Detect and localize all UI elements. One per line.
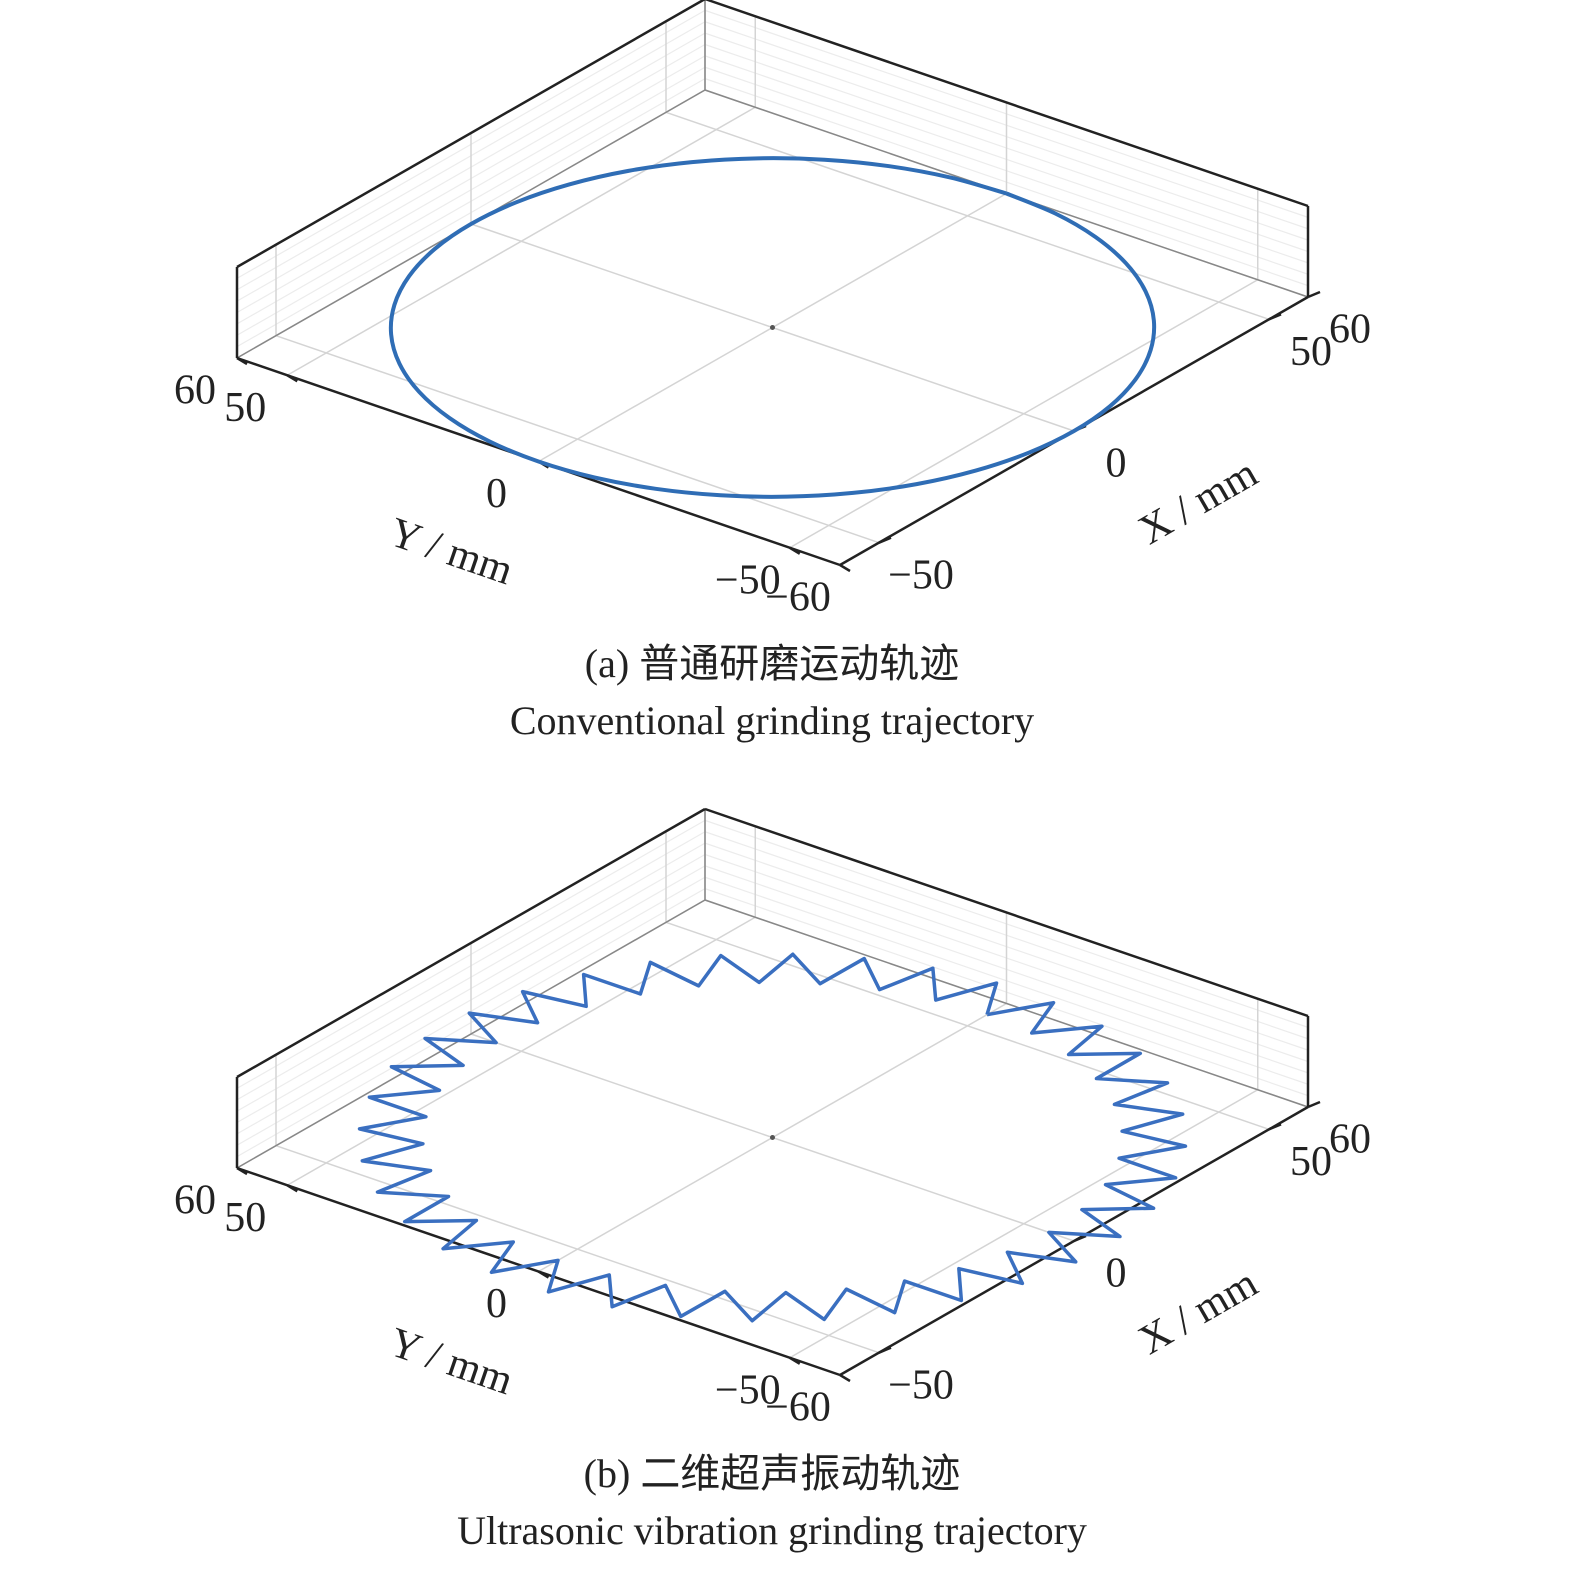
caption-subtitle: Ultrasonic vibration grinding trajectory	[457, 1508, 1087, 1553]
box-edge	[236, 0, 706, 269]
caption-title: (a) 普通研磨运动轨迹	[585, 641, 959, 686]
x-axis-label: X / mm	[1131, 1260, 1265, 1364]
y-tick-label: 50	[224, 385, 266, 431]
y-tick-label: 0	[486, 1281, 507, 1327]
caption-title: (b) 二维超声振动轨迹	[584, 1451, 961, 1496]
trajectory	[388, 156, 1157, 499]
y-tick-label: −50	[715, 557, 781, 603]
y-tick-label: 60	[174, 368, 216, 414]
y-tick-label: 0	[486, 471, 507, 517]
x-tick	[878, 1346, 892, 1354]
grid-line	[286, 106, 756, 376]
x-tick	[1268, 1123, 1282, 1131]
y-tick	[789, 546, 801, 555]
y-tick	[286, 374, 298, 383]
grid-line	[789, 1089, 1259, 1359]
y-tick	[839, 1373, 851, 1383]
x-tick-label: 0	[1106, 1251, 1127, 1297]
grid-line	[789, 279, 1259, 549]
y-tick	[839, 563, 851, 573]
box-edge	[704, 807, 1309, 1018]
x-tick	[878, 536, 892, 544]
x-tick-label: 60	[1329, 307, 1371, 353]
x-tick	[1307, 290, 1321, 299]
y-tick	[286, 1184, 298, 1193]
box-edge	[704, 899, 1309, 1108]
box-edge	[704, 0, 1309, 208]
y-tick-label: −50	[715, 1367, 781, 1413]
box-edge	[236, 899, 706, 1169]
x-tick	[1307, 1100, 1321, 1109]
y-tick-label: −60	[765, 575, 831, 621]
center-dot	[770, 325, 775, 330]
center-dot	[770, 1135, 775, 1140]
y-tick-label: 50	[224, 1195, 266, 1241]
grid-line	[286, 916, 756, 1186]
caption-subtitle: Conventional grinding trajectory	[510, 698, 1034, 743]
x-tick-label: 60	[1329, 1117, 1371, 1163]
y-axis-label: Y / mm	[384, 509, 519, 594]
y-tick	[236, 1166, 248, 1176]
x-tick	[1268, 313, 1282, 321]
x-tick-label: −50	[888, 1362, 954, 1408]
x-tick-label: −50	[888, 552, 954, 598]
y-tick-label: −60	[765, 1385, 831, 1431]
box-edge	[236, 807, 706, 1079]
y-tick-label: 60	[174, 1178, 216, 1224]
y-tick	[236, 356, 248, 366]
x-tick-label: 50	[1290, 329, 1332, 375]
x-axis-label: X / mm	[1131, 450, 1265, 554]
y-tick	[789, 1356, 801, 1365]
y-axis-label: Y / mm	[384, 1319, 519, 1404]
trajectory	[357, 952, 1188, 1323]
y-tick	[537, 1270, 550, 1279]
x-tick-label: 50	[1290, 1139, 1332, 1185]
x-tick	[1073, 1234, 1087, 1243]
x-tick-label: 0	[1106, 441, 1127, 487]
